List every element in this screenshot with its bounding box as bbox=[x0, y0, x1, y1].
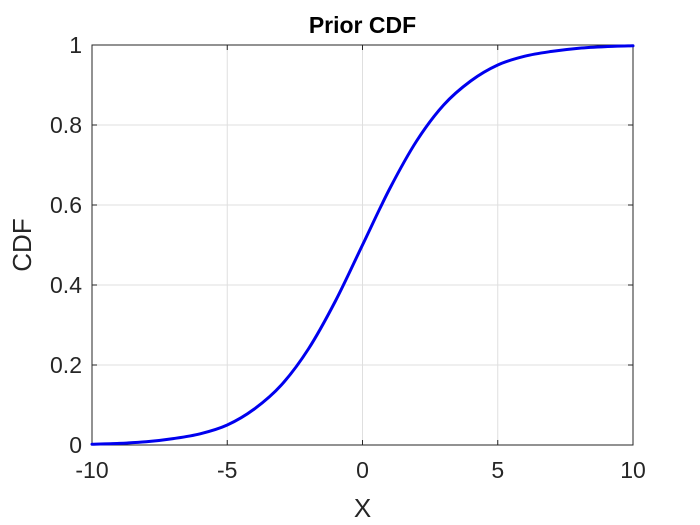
y-tick-label: 0.6 bbox=[50, 192, 82, 218]
x-tick-label: 10 bbox=[620, 457, 646, 483]
y-axis-label: CDF bbox=[7, 218, 37, 271]
x-tick-label: 0 bbox=[356, 457, 369, 483]
x-tick-label: 5 bbox=[491, 457, 504, 483]
tick-labels: -10 -5 0 5 10 0 0.2 0.4 0.6 0.8 1 bbox=[50, 32, 646, 483]
chart-title: Prior CDF bbox=[309, 12, 416, 38]
y-tick-label: 1 bbox=[69, 32, 82, 58]
cdf-series-line bbox=[90, 44, 635, 446]
x-axis-label: X bbox=[354, 493, 371, 523]
y-tick-label: 0.8 bbox=[50, 112, 82, 138]
y-tick-label: 0.2 bbox=[50, 352, 82, 378]
series-layer bbox=[90, 44, 635, 446]
y-tick-label: 0 bbox=[69, 432, 82, 458]
x-tick-label: -10 bbox=[75, 457, 108, 483]
x-tick-label: -5 bbox=[217, 457, 237, 483]
y-tick-label: 0.4 bbox=[50, 272, 82, 298]
